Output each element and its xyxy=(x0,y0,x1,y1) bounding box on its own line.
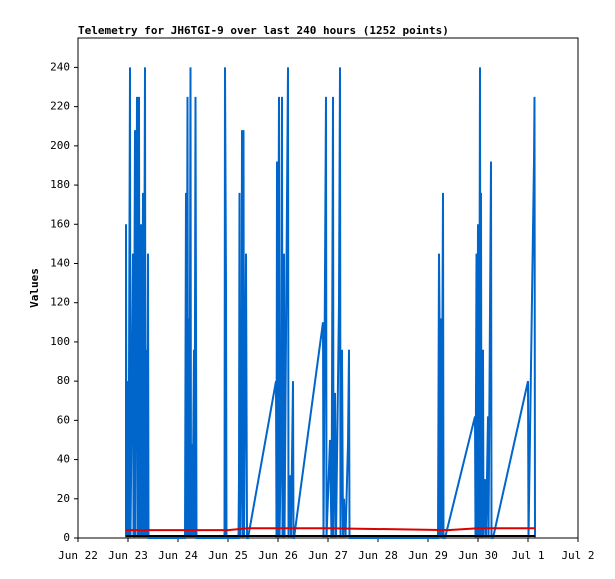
x-tick-label: Jul 1 xyxy=(511,549,544,562)
y-tick-label: 40 xyxy=(57,453,70,466)
y-tick-label: 80 xyxy=(57,374,70,387)
data-line xyxy=(125,67,536,539)
x-tick-label: Jun 23 xyxy=(108,549,148,562)
y-tick-label: 220 xyxy=(50,100,70,113)
chart-title: Telemetry for JH6TGI-9 over last 240 hou… xyxy=(78,24,449,37)
x-tick-label: Jun 29 xyxy=(408,549,448,562)
y-axis-label: Values xyxy=(28,268,41,308)
y-tick-label: 180 xyxy=(50,178,70,191)
x-tick-label: Jun 28 xyxy=(358,549,398,562)
data-line xyxy=(126,527,535,532)
x-tick-label: Jun 25 xyxy=(208,549,248,562)
x-tick-label: Jul 2 xyxy=(561,549,594,562)
y-tick-label: 60 xyxy=(57,413,70,426)
y-tick-label: 200 xyxy=(50,139,70,152)
y-tick-label: 140 xyxy=(50,256,70,269)
x-tick-label: Jun 30 xyxy=(458,549,498,562)
y-tick-label: 120 xyxy=(50,296,70,309)
y-tick-label: 160 xyxy=(50,217,70,230)
y-tick-label: 0 xyxy=(63,531,70,544)
x-tick-label: Jun 22 xyxy=(58,549,98,562)
y-tick-label: 240 xyxy=(50,60,70,73)
x-tick-label: Jun 24 xyxy=(158,549,198,562)
y-tick-label: 100 xyxy=(50,335,70,348)
x-tick-label: Jun 27 xyxy=(308,549,348,562)
y-tick-label: 20 xyxy=(57,492,70,505)
x-tick-label: Jun 26 xyxy=(258,549,298,562)
